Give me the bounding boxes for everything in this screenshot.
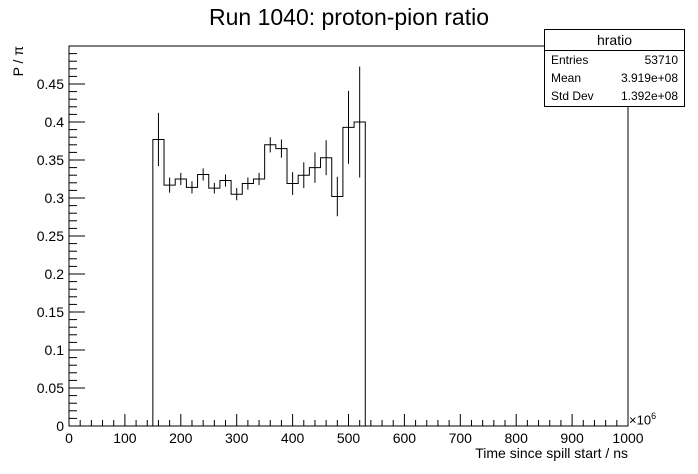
stats-label: Std Dev: [551, 89, 594, 103]
chart-title: Run 1040: proton-pion ratio: [208, 4, 490, 30]
stats-value: 53710: [644, 53, 678, 67]
y-tick-label: 0.2: [45, 266, 65, 282]
y-tick-label: 0: [56, 418, 64, 434]
y-tick-label: 0.35: [37, 152, 64, 168]
y-tick-label: 0.3: [45, 190, 65, 206]
stats-box: hratio Entries 53710 Mean 3.919e+08 Std …: [544, 29, 685, 107]
x-tick-label: 800: [505, 430, 529, 446]
y-tick-label: 0.25: [37, 228, 64, 244]
x-tick-label: 700: [449, 430, 473, 446]
y-tick-label: 0.4: [45, 114, 65, 130]
x-axis-multiplier-exponent: 6: [651, 411, 657, 421]
stats-label: Mean: [551, 71, 582, 85]
stats-value: 1.392e+08: [620, 89, 678, 103]
x-tick-label: 1000: [612, 430, 643, 446]
stats-row-stddev: Std Dev 1.392e+08: [545, 87, 684, 105]
stats-value: 3.919e+08: [620, 71, 678, 85]
x-tick-label: 200: [169, 430, 193, 446]
axes: 0 100 200 300 400 500 600 700 800 900 1000 0 0.05 0.1…: [37, 45, 644, 446]
x-tick-label: 400: [281, 430, 305, 446]
x-axis-label: Time since spill start / ns: [475, 445, 628, 461]
histogram-series: [152, 66, 366, 426]
y-axis-label: P / π: [10, 46, 26, 77]
stats-label: Entries: [551, 53, 589, 67]
x-tick-label: 100: [113, 430, 137, 446]
stats-row-entries: Entries 53710: [545, 51, 684, 69]
x-tick-label: 500: [337, 430, 361, 446]
histogram-outline: [152, 121, 366, 426]
x-tick-label: 900: [560, 430, 584, 446]
y-tick-label: 0.05: [37, 380, 64, 396]
y-tick-label: 0.15: [37, 304, 64, 320]
stats-row-mean: Mean 3.919e+08: [545, 69, 684, 87]
x-tick-label: 300: [225, 430, 249, 446]
y-tick-label: 0.1: [45, 342, 65, 358]
x-tick-label: 600: [393, 430, 417, 446]
x-axis-multiplier: ×106: [629, 411, 656, 427]
x-axis-multiplier-base: ×10: [629, 412, 652, 428]
x-tick-label: 0: [65, 430, 73, 446]
y-tick-label: 0.45: [37, 76, 64, 92]
stats-box-title: hratio: [545, 30, 684, 51]
